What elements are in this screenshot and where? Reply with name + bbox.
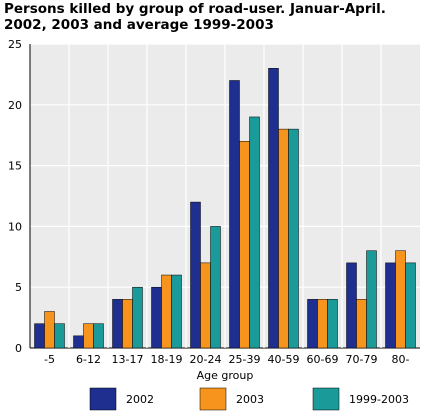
x-tick-label: 20-24: [190, 353, 222, 366]
bar: [112, 299, 123, 349]
bar: [268, 68, 279, 349]
bar: [249, 116, 260, 349]
bar: [346, 262, 357, 349]
bar: [356, 299, 367, 349]
legend-label: 2002: [126, 393, 154, 406]
x-tick-label: 13-17: [112, 353, 144, 366]
legend-swatch: [312, 387, 340, 411]
x-tick-label: 6-12: [76, 353, 101, 366]
x-tick-label: 40-59: [268, 353, 300, 366]
bar: [200, 262, 211, 349]
bar: [395, 250, 406, 349]
legend-label: 2003: [236, 393, 264, 406]
bar: [278, 128, 289, 349]
bar: [190, 201, 201, 349]
bar: [327, 299, 338, 349]
bar: [385, 262, 396, 349]
bar: [239, 141, 250, 349]
y-tick-label: 10: [8, 220, 22, 233]
x-tick-label: -5: [44, 353, 55, 366]
bar: [54, 323, 65, 349]
bar: [307, 299, 318, 349]
chart-title: Persons killed by group of road-user. Ja…: [4, 1, 386, 33]
x-axis-title: Age group: [197, 369, 254, 382]
bar: [151, 286, 162, 349]
bar: [366, 250, 377, 349]
y-tick-label: 20: [8, 99, 22, 112]
bar: [73, 335, 84, 349]
bar: [132, 286, 143, 349]
bar: [288, 128, 299, 349]
x-tick-label: 25-39: [229, 353, 261, 366]
bar: [161, 274, 172, 349]
bar: [405, 262, 416, 349]
x-tick-label: 70-79: [346, 353, 378, 366]
bar: [83, 323, 94, 349]
legend-swatch: [89, 387, 117, 411]
bar: [171, 274, 182, 349]
y-tick-label: 25: [8, 38, 22, 51]
x-tick-label: 80-: [392, 353, 410, 366]
legend-label: 1999-2003: [349, 393, 409, 406]
y-tick-label: 5: [15, 281, 22, 294]
bar: [93, 323, 104, 349]
y-tick-label: 15: [8, 160, 22, 173]
bar: [317, 299, 328, 349]
x-tick-labels: -5 6-12 13-17 18-19 20-24 25-39 40-59 60-69 70-7…: [44, 353, 409, 366]
bars-layer: [34, 68, 416, 349]
y-tick-label: 0: [15, 342, 22, 355]
x-tick-label: 18-19: [151, 353, 183, 366]
bar: [122, 299, 133, 349]
bar: [229, 80, 240, 349]
bar: [34, 323, 45, 349]
grid-layer: [29, 43, 420, 349]
bar: [44, 311, 55, 349]
x-tick-label: 60-69: [307, 353, 339, 366]
y-tick-labels: 0 5 10 15 20 25: [8, 38, 22, 355]
legend: 2002 2003 1999-2003: [89, 387, 409, 411]
bar: [210, 226, 221, 349]
legend-swatch: [199, 387, 227, 411]
